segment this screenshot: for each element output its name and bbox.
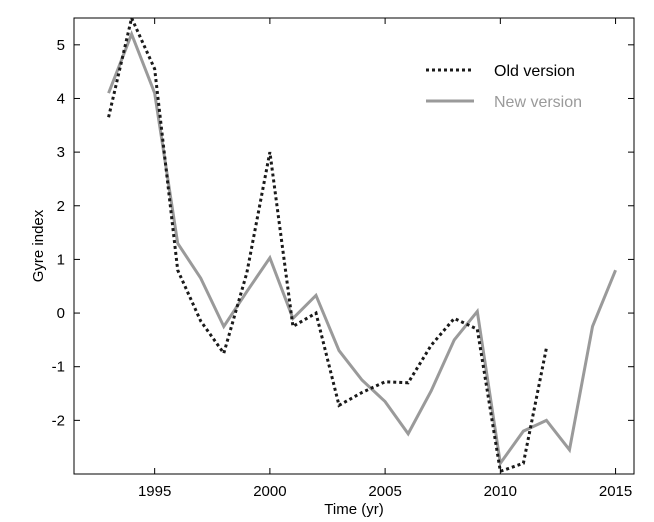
y-tick-label: 1 [57,251,65,268]
y-tick-label: 4 [57,90,65,107]
tick-layer: 1995 2000 2005 2010 2015 -2 -1 0 1 2 3 4 5 [52,18,634,500]
y-tick-label: 3 [57,144,65,161]
y-tick-label: 2 [57,198,65,215]
legend-label-new-version: New version [494,94,582,111]
series-line-old-version [107,13,548,474]
y-tick-label: -1 [52,359,65,376]
x-tick-label: 2005 [368,483,401,500]
x-tick-label: 1995 [138,483,171,500]
y-tick-label: 0 [57,305,65,322]
x-axis-label: Time (yr) [324,501,383,518]
legend: Old version New version [426,63,582,111]
plot-frame [73,17,635,475]
legend-label-old-version: Old version [494,63,575,80]
series-layer [107,13,617,474]
y-tick-label: 5 [57,37,65,54]
x-tick-label: 2000 [253,483,286,500]
y-tick-label: -2 [52,412,65,429]
x-tick-label: 2010 [484,483,517,500]
x-tick-label: 2015 [599,483,632,500]
y-axis-label: Gyre index [30,209,47,282]
